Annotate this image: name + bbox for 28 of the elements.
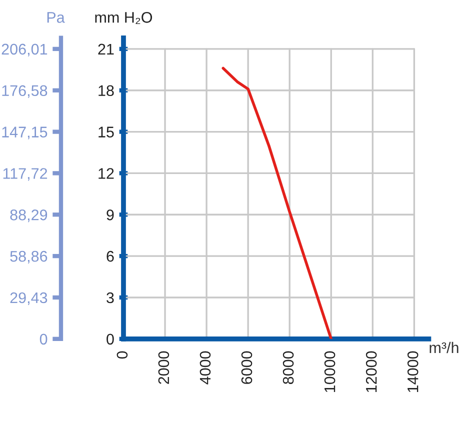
y2-tick-label: 206,01 xyxy=(2,44,48,56)
y2-tick-label: 58,86 xyxy=(10,250,48,264)
y2-tick-label: 147,15 xyxy=(2,126,48,140)
y-tick-label: 9 xyxy=(106,210,114,220)
y-tick-label: 21 xyxy=(98,44,114,54)
y-tick-label: 15 xyxy=(98,126,114,138)
x-tick-label: 10000 xyxy=(324,351,336,392)
y2-tick-label: 176,58 xyxy=(2,85,48,98)
x-tick-label: 0 xyxy=(116,351,128,359)
x-tick-label: 12000 xyxy=(366,351,377,392)
y2-tick-label: 117,72 xyxy=(3,168,48,181)
y-tick-label: 12 xyxy=(98,168,114,179)
y-tick-label: 0 xyxy=(106,334,114,345)
x-axis-title: m³/h xyxy=(430,342,458,354)
y2-tick-label: 29,43 xyxy=(10,292,48,305)
y-tick-label: 3 xyxy=(106,292,114,304)
y-tick-label: 18 xyxy=(98,85,114,96)
y2-tick-label: 0 xyxy=(40,334,48,345)
x-tick-label: 14000 xyxy=(407,351,418,392)
x-tick-label: 6000 xyxy=(241,351,252,384)
line-series xyxy=(222,66,333,339)
y2-axis-title: Pa xyxy=(47,12,65,23)
x-tick-label: 4000 xyxy=(200,351,211,384)
y-axis-title: mm H₂O xyxy=(95,12,152,24)
x-tick-label: 8000 xyxy=(282,351,294,384)
y2-tick-label: 88,29 xyxy=(10,210,48,222)
y-tick-label: 6 xyxy=(106,250,114,262)
x-tick-label: 2000 xyxy=(158,351,170,384)
